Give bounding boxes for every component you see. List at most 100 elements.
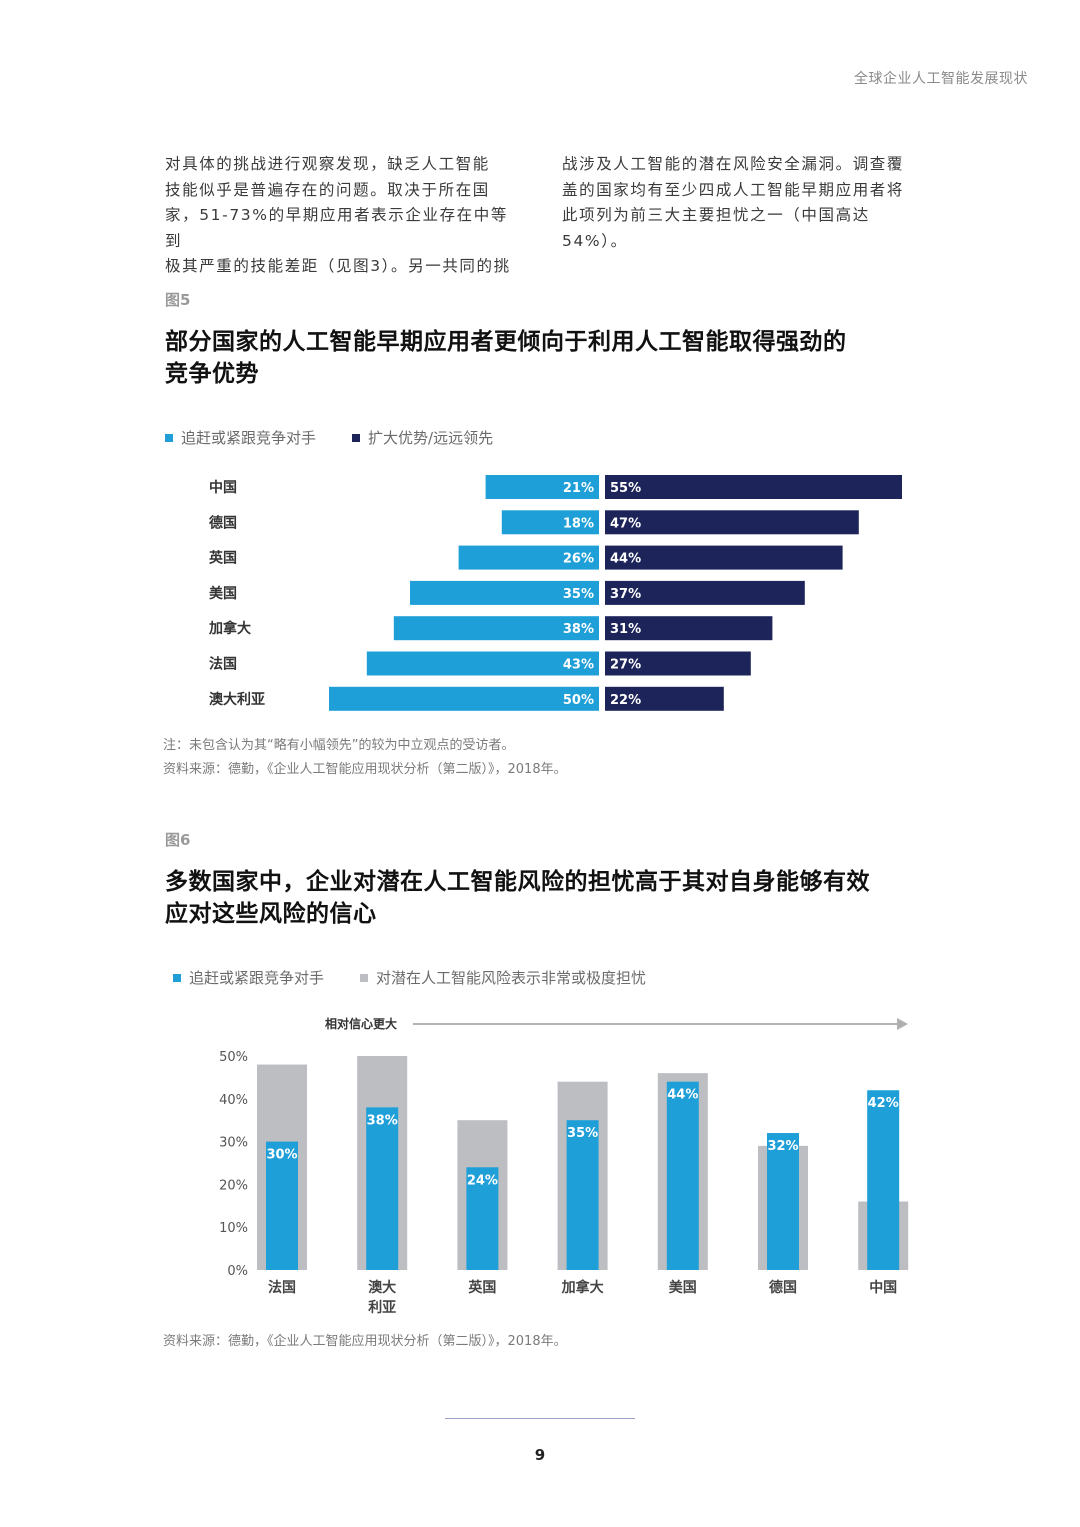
- category-label: 法国: [268, 1279, 296, 1296]
- bar-right: [605, 651, 751, 676]
- bar-right: [605, 545, 843, 570]
- y-tick-label: 0%: [227, 1264, 248, 1279]
- bar-right-value: 37%: [610, 587, 641, 602]
- category-label: 澳大: [368, 1279, 396, 1296]
- bar-confidence: [466, 1167, 499, 1270]
- bar-right: [605, 475, 902, 499]
- bar-left-value: 43%: [563, 658, 594, 673]
- bar-confidence: [767, 1133, 799, 1270]
- legend-label: 扩大优势/远远领先: [368, 429, 494, 447]
- bar-right: [605, 686, 724, 711]
- fig5-legend: 追赶或紧跟竞争对手 扩大优势/远远领先: [165, 427, 529, 448]
- bar-right-value: 22%: [610, 693, 641, 708]
- bar-right-value: 27%: [610, 658, 641, 673]
- legend-swatch: [173, 973, 181, 982]
- category-label: 德国: [769, 1279, 797, 1296]
- bar-left-value: 38%: [563, 622, 594, 637]
- bar-confidence: [666, 1081, 699, 1270]
- confidence-arrow-label: 相对信心更大: [325, 1016, 397, 1031]
- intro-right-column: 战涉及人工智能的潜在风险安全漏洞。调查覆 盖的国家均有至少四成人工智能早期应用者…: [562, 152, 927, 254]
- legend-label: 对潜在人工智能风险表示非常或极度担忧: [376, 969, 647, 987]
- fig5-title-line: 竞争优势: [165, 361, 259, 387]
- bar-confidence: [366, 1107, 399, 1270]
- fig6-title: 多数国家中，企业对潜在人工智能风险的担忧高于其对自身能够有效 应对这些风险的信心: [165, 866, 935, 930]
- fig5-notes: 注：未包含认为其“略有小幅领先”的较为中立观点的受访者。 资料来源：德勤，《企业…: [163, 734, 567, 782]
- intro-left-line: 极其严重的技能差距（见图3）。另一共同的挑: [165, 257, 511, 275]
- y-tick-label: 50%: [219, 1050, 248, 1065]
- footer-divider: [445, 1418, 635, 1419]
- bar-left: [393, 616, 599, 641]
- bar-left: [485, 475, 599, 499]
- legend-label: 追赶或紧跟竞争对手: [189, 969, 325, 987]
- bar-left: [458, 545, 599, 570]
- fig5-chart: 中国 21% 55% 德国 18% 47% 英国 26% 44% 美国 35% 37% 加拿大 38% 31…: [208, 475, 902, 711]
- legend-label: 追赶或紧跟竞争对手: [181, 429, 317, 447]
- country-label: 英国: [208, 550, 237, 567]
- fig6-title-line: 应对这些风险的信心: [165, 901, 377, 927]
- bar-left: [501, 510, 599, 535]
- fig5-source: 资料来源：德勤，《企业人工智能应用现状分析（第二版）》，2018年。: [163, 762, 567, 777]
- fig6-legend: 追赶或紧跟竞争对手 对潜在人工智能风险表示非常或极度担忧: [173, 967, 682, 988]
- fig5-title-line: 部分国家的人工智能早期应用者更倾向于利用人工智能取得强劲的: [165, 329, 847, 355]
- fig6-title-line: 多数国家中，企业对潜在人工智能风险的担忧高于其对自身能够有效: [165, 869, 870, 895]
- fig6-legend-item: 对潜在人工智能风险表示非常或极度担忧: [360, 967, 646, 988]
- category-label: 中国: [869, 1279, 897, 1296]
- intro-left-column: 对具体的挑战进行观察发现，缺乏人工智能 技能似乎是普遍存在的问题。取决于所在国 …: [165, 152, 525, 280]
- y-tick-label: 40%: [219, 1093, 248, 1108]
- y-tick-label: 20%: [219, 1178, 248, 1193]
- bar-right-value: 47%: [610, 516, 641, 531]
- fig6-label: 图6: [165, 831, 191, 849]
- bar-value-label: 42%: [868, 1096, 899, 1111]
- category-label: 英国: [467, 1279, 496, 1296]
- bar-right: [605, 580, 805, 605]
- bar-confidence: [566, 1120, 599, 1270]
- bar-left: [329, 686, 599, 711]
- fig5-title: 部分国家的人工智能早期应用者更倾向于利用人工智能取得强劲的 竞争优势: [165, 326, 935, 390]
- bar-left: [410, 580, 599, 605]
- category-label: 利亚: [368, 1299, 396, 1316]
- bar-right-value: 55%: [610, 481, 641, 496]
- bar-left: [366, 651, 599, 676]
- bar-value-label: 32%: [767, 1139, 798, 1154]
- bar-value-label: 35%: [567, 1126, 598, 1141]
- running-header: 全球企业人工智能发展现状: [854, 71, 1028, 87]
- arrow-right-icon: [897, 1018, 908, 1030]
- bar-left-value: 35%: [563, 587, 594, 602]
- fig6-chart: 相对信心更大 0% 10% 20% 30% 40% 50% 30% 法国 38% 澳大利亚 24% 英…: [219, 1016, 909, 1316]
- fig5-label: 图5: [165, 291, 191, 309]
- bar-left-value: 26%: [563, 552, 594, 567]
- country-label: 法国: [209, 656, 237, 673]
- intro-left-line: 家，51-73%的早期应用者表示企业存在中等到: [165, 206, 508, 250]
- category-label: 加拿大: [561, 1279, 604, 1296]
- fig6-source: 资料来源：德勤，《企业人工智能应用现状分析（第二版）》，2018年。: [163, 1334, 567, 1349]
- fig5-note: 注：未包含认为其“略有小幅领先”的较为中立观点的受访者。: [163, 738, 515, 753]
- bar-left-value: 21%: [563, 481, 594, 496]
- intro-right-line: 盖的国家均有至少四成人工智能早期应用者将: [562, 180, 905, 199]
- bar-right-value: 44%: [610, 552, 641, 567]
- bar-value-label: 30%: [266, 1148, 297, 1163]
- bar-right: [605, 616, 773, 641]
- legend-swatch: [165, 433, 173, 442]
- legend-swatch: [360, 973, 369, 982]
- bar-right: [605, 510, 859, 535]
- bar-value-label: 44%: [667, 1088, 698, 1103]
- intro-right-line: 战涉及人工智能的潜在风险安全漏洞。调查覆: [562, 155, 905, 173]
- bar-confidence: [266, 1141, 298, 1270]
- y-tick-label: 10%: [219, 1221, 248, 1236]
- intro-left-line: 对具体的挑战进行观察发现，缺乏人工智能: [165, 155, 490, 173]
- bar-value-label: 24%: [467, 1173, 498, 1188]
- country-label: 美国: [209, 585, 237, 602]
- intro-left-line: 技能似乎是普遍存在的问题。取决于所在国: [165, 180, 490, 199]
- legend-swatch: [352, 433, 361, 442]
- bar-left-value: 18%: [563, 516, 594, 531]
- country-label: 德国: [209, 514, 237, 531]
- page-number: 9: [534, 1446, 546, 1464]
- category-label: 美国: [669, 1279, 697, 1296]
- country-label: 加拿大: [208, 620, 251, 637]
- fig5-legend-item: 追赶或紧跟竞争对手: [165, 427, 316, 448]
- bar-right-value: 31%: [610, 622, 641, 637]
- bar-left-value: 50%: [563, 693, 594, 708]
- fig5-legend-item: 扩大优势/远远领先: [352, 427, 493, 448]
- country-label: 中国: [209, 479, 237, 496]
- bar-value-label: 38%: [367, 1113, 398, 1128]
